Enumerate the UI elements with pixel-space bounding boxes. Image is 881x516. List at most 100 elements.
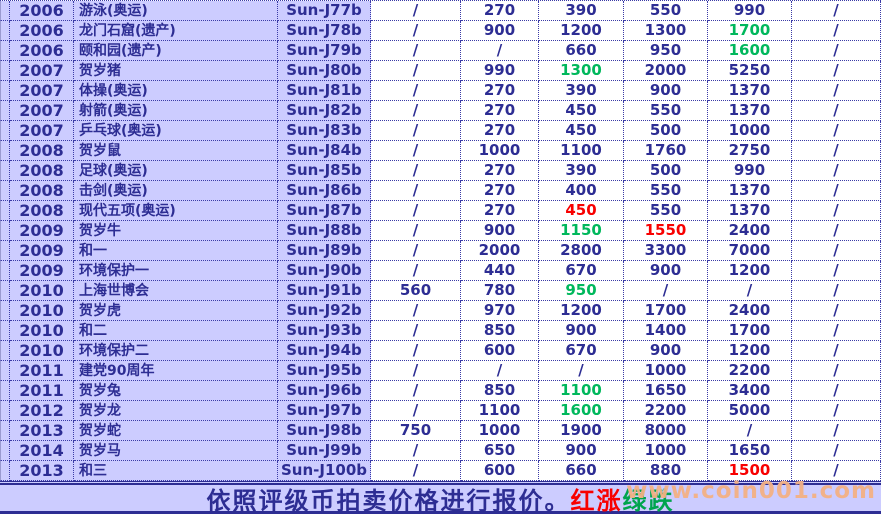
year-cell: 2013 bbox=[10, 421, 74, 441]
year-cell: 2010 bbox=[10, 321, 74, 341]
code-cell: Sun-J90b bbox=[278, 261, 371, 281]
price-cell: 2200 bbox=[708, 361, 792, 381]
name-cell: 和二 bbox=[74, 321, 278, 341]
row-spacer-cell bbox=[0, 421, 10, 441]
price-cell: 900 bbox=[624, 341, 708, 361]
row-spacer-cell bbox=[0, 361, 10, 381]
price-cell: 1700 bbox=[624, 301, 708, 321]
price-cell: 900 bbox=[461, 21, 539, 41]
price-cell: / bbox=[371, 61, 461, 81]
row-spacer-cell bbox=[0, 41, 10, 61]
table-row: 2014 贺岁马 Sun-J99b/650 900 1000 1650/ bbox=[0, 441, 881, 461]
row-spacer-cell bbox=[0, 321, 10, 341]
price-cell: 900 bbox=[624, 261, 708, 281]
price-cell: 1200 bbox=[539, 301, 624, 321]
price-cell: / bbox=[371, 201, 461, 221]
price-cell: / bbox=[371, 381, 461, 401]
year-cell: 2009 bbox=[10, 221, 74, 241]
price-cell: 900 bbox=[539, 441, 624, 461]
name-cell: 上海世博会 bbox=[74, 281, 278, 301]
price-cell: 1000 bbox=[624, 361, 708, 381]
price-cell: / bbox=[792, 221, 881, 241]
row-spacer-cell bbox=[0, 181, 10, 201]
year-cell: 2008 bbox=[10, 161, 74, 181]
row-spacer-cell bbox=[0, 261, 10, 281]
code-cell: Sun-J79b bbox=[278, 41, 371, 61]
price-cell: 270 bbox=[461, 101, 539, 121]
code-cell: Sun-J82b bbox=[278, 101, 371, 121]
price-cell: / bbox=[371, 1, 461, 21]
code-cell: Sun-J96b bbox=[278, 381, 371, 401]
price-cell: 500 bbox=[624, 161, 708, 181]
price-cell: / bbox=[792, 1, 881, 21]
price-cell: / bbox=[371, 141, 461, 161]
price-cell: 550 bbox=[624, 181, 708, 201]
price-cell: 880 bbox=[624, 461, 708, 481]
price-cell: / bbox=[792, 381, 881, 401]
price-cell: 560 bbox=[371, 281, 461, 301]
price-cell: / bbox=[708, 421, 792, 441]
name-cell: 贺岁龙 bbox=[74, 401, 278, 421]
price-cell: 1550 bbox=[624, 221, 708, 241]
price-cell: / bbox=[792, 61, 881, 81]
price-cell: / bbox=[792, 161, 881, 181]
price-cell: / bbox=[371, 221, 461, 241]
price-cell: 1400 bbox=[624, 321, 708, 341]
year-cell: 2008 bbox=[10, 141, 74, 161]
table-row: 2009 和一 Sun-J89b/2000 2800 3300 7000/ bbox=[0, 241, 881, 261]
year-cell: 2008 bbox=[10, 201, 74, 221]
year-cell: 2006 bbox=[10, 41, 74, 61]
code-cell: Sun-J81b bbox=[278, 81, 371, 101]
price-cell: 2200 bbox=[624, 401, 708, 421]
code-cell: Sun-J77b bbox=[278, 1, 371, 21]
row-spacer-cell bbox=[0, 401, 10, 421]
price-cell: 3400 bbox=[708, 381, 792, 401]
price-cell: 270 bbox=[461, 181, 539, 201]
code-cell: Sun-J80b bbox=[278, 61, 371, 81]
price-cell: 1370 bbox=[708, 181, 792, 201]
table-row: 2010 和二 Sun-J93b/850 900 1400 1700/ bbox=[0, 321, 881, 341]
row-spacer-cell bbox=[0, 341, 10, 361]
year-cell: 2013 bbox=[10, 461, 74, 481]
price-cell: 390 bbox=[539, 81, 624, 101]
code-cell: Sun-J88b bbox=[278, 221, 371, 241]
name-cell: 和三 bbox=[74, 461, 278, 481]
code-cell: Sun-J85b bbox=[278, 161, 371, 181]
table-row: 2006 龙门石窟(遗产) Sun-J78b/900 1200 1300 1700/ bbox=[0, 21, 881, 41]
footer-note-bar: 依照评级币拍卖价格进行报价。 红涨 绿跌 bbox=[0, 480, 881, 515]
price-cell: 970 bbox=[461, 301, 539, 321]
price-cell: 1200 bbox=[539, 21, 624, 41]
price-cell: 1100 bbox=[539, 381, 624, 401]
year-cell: 2008 bbox=[10, 181, 74, 201]
price-cell: / bbox=[792, 181, 881, 201]
price-cell: / bbox=[371, 181, 461, 201]
price-cell: 8000 bbox=[624, 421, 708, 441]
price-cell: 1700 bbox=[708, 321, 792, 341]
price-cell: 1370 bbox=[708, 101, 792, 121]
table-row: 2009 贺岁牛 Sun-J88b/900 1150 1550 2400/ bbox=[0, 221, 881, 241]
table-row: 2008 现代五项(奥运) Sun-J87b/270 450 550 1370/ bbox=[0, 201, 881, 221]
price-cell: 1650 bbox=[624, 381, 708, 401]
price-cell: / bbox=[371, 101, 461, 121]
price-cell: 5250 bbox=[708, 61, 792, 81]
price-cell: 450 bbox=[539, 101, 624, 121]
name-cell: 和一 bbox=[74, 241, 278, 261]
price-cell: / bbox=[792, 41, 881, 61]
price-cell: 1600 bbox=[708, 41, 792, 61]
price-cell: 390 bbox=[539, 1, 624, 21]
price-cell: / bbox=[792, 21, 881, 41]
price-table: 2006 游泳(奥运) Sun-J77b/270 390 550 990/2006 龙门石窟… bbox=[0, 0, 881, 481]
price-cell: 1900 bbox=[539, 421, 624, 441]
year-cell: 2011 bbox=[10, 361, 74, 381]
table-row: 2008 击剑(奥运) Sun-J86b/270 400 550 1370/ bbox=[0, 181, 881, 201]
price-cell: 950 bbox=[539, 281, 624, 301]
legend-red-rise: 红涨 bbox=[570, 486, 623, 515]
name-cell: 游泳(奥运) bbox=[74, 1, 278, 21]
code-cell: Sun-J84b bbox=[278, 141, 371, 161]
price-cell: 270 bbox=[461, 81, 539, 101]
name-cell: 龙门石窟(遗产) bbox=[74, 21, 278, 41]
row-spacer-cell bbox=[0, 201, 10, 221]
price-cell: 2000 bbox=[624, 61, 708, 81]
name-cell: 现代五项(奥运) bbox=[74, 201, 278, 221]
